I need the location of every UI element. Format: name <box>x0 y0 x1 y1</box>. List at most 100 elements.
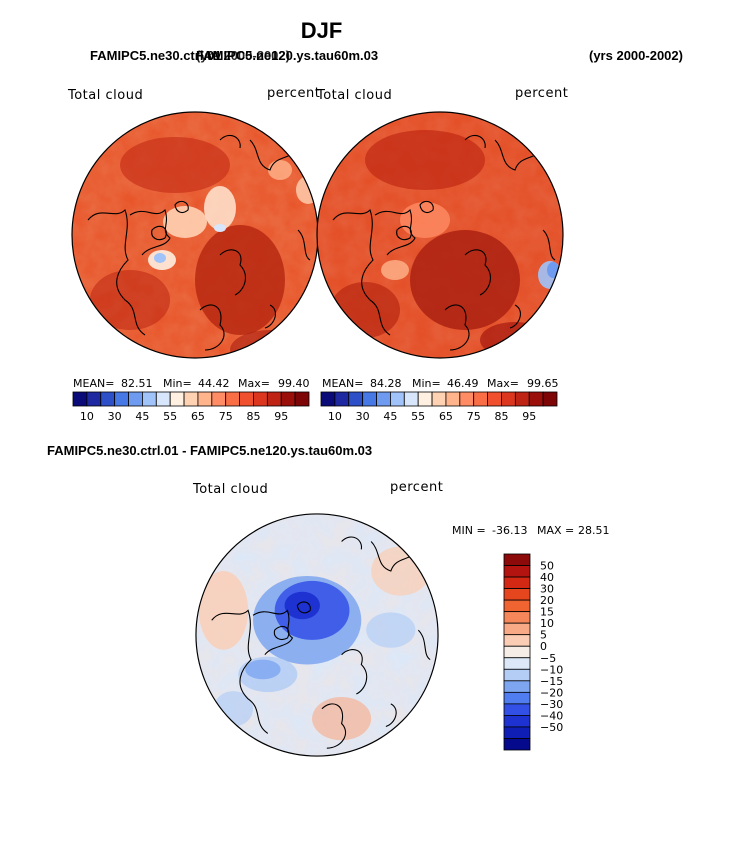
panel3-colorbar-tick: −5 <box>540 652 556 665</box>
panel1-mean-label: MEAN= <box>73 377 115 390</box>
panel2-max-value: 99.65 <box>527 377 559 390</box>
panel1-colorbar-tick: 75 <box>219 410 233 423</box>
panel2-colorbar-swatch <box>348 391 364 407</box>
panel3-colorbar-swatch <box>503 715 531 728</box>
panel3-colorbar-tick: −30 <box>540 698 563 711</box>
panel3-colorbar-swatch <box>503 703 531 716</box>
panel3-colorbar-tick: 30 <box>540 583 554 596</box>
panel2-units: percent <box>515 86 569 101</box>
panel2-colorbar-tick: 55 <box>411 410 425 423</box>
panel1-colorbar-tick: 65 <box>191 410 205 423</box>
panel2-colorbar-swatch <box>514 391 530 407</box>
panel2-colorbar-swatch <box>390 391 405 407</box>
panel1-colorbar-swatch <box>114 391 129 407</box>
panel2-colorbar-tick: 30 <box>356 410 370 423</box>
panel3-colorbar-tick: −10 <box>540 663 563 676</box>
panel2-min-label: Min= <box>412 377 441 390</box>
figure-title: DJF <box>300 18 343 43</box>
panel1-colorbar-swatch <box>211 391 227 407</box>
panel2-colorbar-tick: 45 <box>383 410 397 423</box>
panel2-colorbar-swatch <box>334 391 350 407</box>
panel1-colorbar-swatch <box>169 391 185 407</box>
panel3-units: percent <box>390 480 444 495</box>
panel3-colorbar-swatch <box>503 680 531 693</box>
panel2-colorbar-tick: 65 <box>439 410 453 423</box>
panel3-colorbar-swatch <box>503 611 531 624</box>
panel1-colorbar-swatch <box>72 391 88 407</box>
panel3-colorbar-tick: −50 <box>540 721 563 734</box>
panel2-mean-label: MEAN= <box>322 377 364 390</box>
panel1-colorbar-swatch <box>225 391 240 407</box>
panel1-colorbar-swatch <box>280 391 296 407</box>
panel3-polar-map <box>195 513 439 757</box>
panel1-colorbar-swatch <box>197 391 213 407</box>
panel3-colorbar-swatch <box>503 634 531 647</box>
panel2-variable: Total cloud <box>317 88 393 103</box>
years-label-right: (yrs 2000-2002) <box>589 48 683 63</box>
panel3-colorbar-swatch <box>503 576 531 589</box>
panel1-colorbar-swatch <box>266 391 282 407</box>
panel2-colorbar-swatch <box>431 391 447 407</box>
panel2-colorbar-tick: 85 <box>494 410 508 423</box>
panel2-colorbar-swatch <box>473 391 488 407</box>
panel2-max-label: Max= <box>487 377 519 390</box>
case-label-overlap: FAMIPC5.ne120.ys.tau60m.03 <box>196 48 379 63</box>
panel3-min-value: -36.13 <box>492 524 528 537</box>
panel3-max-value: 28.51 <box>578 524 610 537</box>
panel1-colorbar-tick: 45 <box>135 410 149 423</box>
panel3-colorbar-swatch <box>503 645 531 659</box>
panel3-colorbar-tick: −20 <box>540 686 563 699</box>
panel2-colorbar-swatch <box>528 391 544 407</box>
panel1-colorbar-swatch <box>239 391 254 407</box>
panel1-mean-value: 82.51 <box>121 377 153 390</box>
panel1-min-value: 44.42 <box>198 377 230 390</box>
panel2-colorbar-swatch <box>320 391 336 407</box>
panel3-colorbar-swatch <box>503 553 531 566</box>
panel3-colorbar-swatch <box>503 657 531 670</box>
panel1-colorbar-swatch <box>86 391 102 407</box>
panel3-colorbar-tick: 0 <box>540 640 547 653</box>
panel1-colorbar-tick: 30 <box>108 410 122 423</box>
panel3-colorbar-swatch <box>503 565 531 578</box>
panel3-colorbar-swatch <box>503 738 531 751</box>
panel2-colorbar: 10 30 45 55 65 75 85 95 <box>320 391 558 423</box>
panel3-colorbar-swatch <box>503 691 531 705</box>
panel2-colorbar-swatch <box>403 391 419 407</box>
panel3-variable: Total cloud <box>193 482 269 497</box>
panel2-colorbar-tick: 95 <box>522 410 536 423</box>
panel2-colorbar-swatch <box>362 391 377 407</box>
panel3-max-label: MAX = <box>537 524 575 537</box>
years-label-overlap: (yrs 2000-2002) <box>196 48 290 63</box>
panel2-colorbar-tick: 10 <box>328 410 342 423</box>
panel3-colorbar-tick: 50 <box>540 560 554 573</box>
panel2-colorbar-swatch <box>445 391 461 407</box>
panel1-variable: Total cloud <box>68 88 144 103</box>
panel1-colorbar-swatch <box>155 391 171 407</box>
panel2-colorbar-swatch <box>487 391 502 407</box>
panel1-max-value: 99.40 <box>278 377 310 390</box>
panel3-colorbar-swatch <box>503 588 531 601</box>
panel3-colorbar-tick: −15 <box>540 675 563 688</box>
panel2-colorbar-swatch <box>417 391 433 407</box>
panel3-colorbar-tick: 5 <box>540 629 547 642</box>
panel3-colorbar-tick: 15 <box>540 606 554 619</box>
panel3-colorbar-swatch <box>503 726 531 739</box>
panel1-colorbar: 10 30 45 55 65 75 85 95 <box>72 391 310 423</box>
panel1-colorbar-swatch <box>294 391 310 407</box>
panel2-min-value: 46.49 <box>447 377 479 390</box>
panel2-colorbar-tick: 75 <box>467 410 481 423</box>
panel2-polar-map <box>316 111 564 359</box>
panel3-colorbar-tick: 10 <box>540 617 554 630</box>
panel3-colorbar-swatch <box>503 599 531 613</box>
panel1-colorbar-tick: 85 <box>246 410 260 423</box>
panel2-colorbar-swatch <box>501 391 516 407</box>
panel2-colorbar-swatch <box>542 391 558 407</box>
panel2-colorbar-swatch <box>376 391 391 407</box>
panel3-colorbar-swatch <box>503 622 531 636</box>
panel1-polar-map <box>71 111 319 359</box>
panel2-colorbar-swatch <box>459 391 475 407</box>
panel3-colorbar-tick: 40 <box>540 571 554 584</box>
panel1-colorbar-tick: 95 <box>274 410 288 423</box>
panel1-units: percent <box>267 86 321 101</box>
